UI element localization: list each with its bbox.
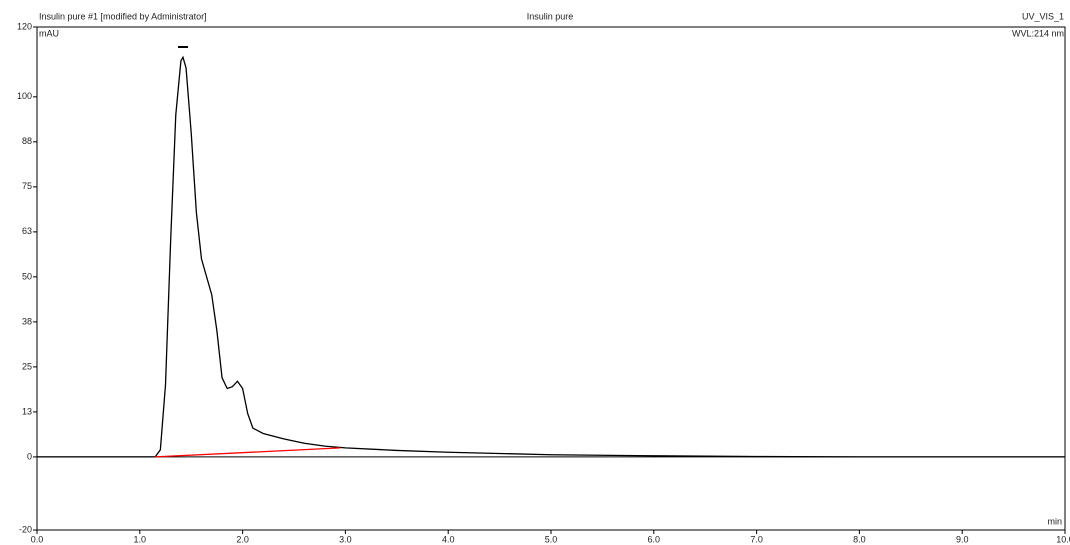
trace-line (37, 55, 1065, 458)
x-tick-label: 1.0 (134, 534, 147, 544)
x-tick-label: 10.0 (1056, 534, 1070, 544)
y-tick-label: 13 (22, 406, 32, 416)
y-tick-label: -20 (19, 524, 32, 534)
x-tick-label: 4.0 (442, 534, 455, 544)
x-tick-label: 0.0 (31, 534, 44, 544)
y-tick-label: 100 (17, 91, 32, 101)
y-tick-label: 88 (22, 136, 32, 146)
y-tick-label: 38 (22, 316, 32, 326)
chart-title: Insulin pure #1 [modified by Administrat… (39, 11, 207, 21)
y-tick-label: 120 (17, 21, 32, 31)
y-tick-label: 25 (22, 361, 32, 371)
chart-subtitle: Insulin pure (527, 11, 574, 21)
trace-line (155, 447, 341, 458)
channel-label: UV_VIS_1 (1022, 11, 1064, 21)
y-tick-label: 50 (22, 271, 32, 281)
x-tick-label: 7.0 (750, 534, 763, 544)
x-tick-label: 6.0 (648, 534, 661, 544)
x-tick-label: 9.0 (956, 534, 969, 544)
y-axis-label: mAU (39, 28, 59, 38)
y-tick-label: 75 (22, 181, 32, 191)
wavelength-label: WVL:214 nm (1012, 28, 1064, 38)
x-tick-label: 2.0 (236, 534, 249, 544)
x-tick-label: 5.0 (545, 534, 558, 544)
x-tick-label: 3.0 (339, 534, 352, 544)
x-axis-label: min (1047, 516, 1062, 526)
x-tick-label: 8.0 (853, 534, 866, 544)
y-tick-label: 63 (22, 226, 32, 236)
y-tick-label: 0 (27, 451, 32, 461)
